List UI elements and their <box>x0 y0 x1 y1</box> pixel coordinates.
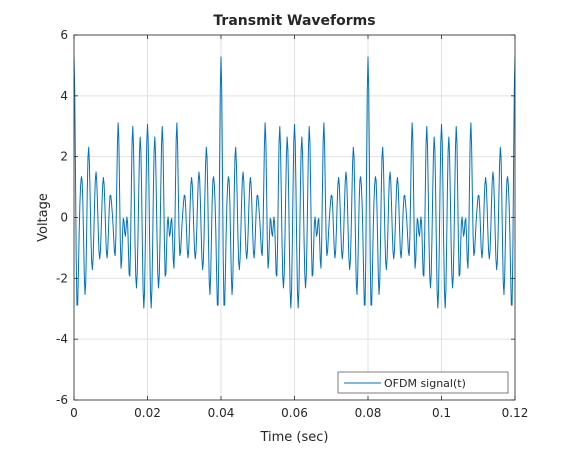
chart-title: Transmit Waveforms <box>213 13 375 29</box>
y-tick-label: 6 <box>60 28 68 42</box>
y-tick-label: 2 <box>60 150 68 164</box>
ticks: 0 0.02 0.04 0.06 0.08 0.1 0.12 -6 -4 -2 0 2 4 6 <box>56 28 528 420</box>
x-tick-label: 0.06 <box>281 406 308 420</box>
x-tick-label: 0 <box>70 406 78 420</box>
x-tick-label: 0.02 <box>134 406 161 420</box>
x-tick-label: 0.08 <box>355 406 382 420</box>
y-tick-label: -6 <box>56 393 68 407</box>
legend-label: OFDM signal(t) <box>384 377 466 390</box>
series-layer <box>74 56 515 309</box>
legend-box <box>337 371 509 394</box>
legend: OFDM signal(t) <box>337 371 509 394</box>
x-tick-label: 0.04 <box>208 406 235 420</box>
y-tick-label: -4 <box>56 332 68 346</box>
y-tick-label: 4 <box>60 89 68 103</box>
x-tick-label: 0.12 <box>502 406 529 420</box>
x-tick-label: 0.1 <box>432 406 451 420</box>
y-axis-label: Voltage <box>36 193 51 242</box>
x-axis-label: Time (sec) <box>259 430 328 445</box>
y-tick-label: -2 <box>56 271 68 285</box>
signal-line <box>74 56 515 309</box>
y-tick-label: 0 <box>60 211 68 225</box>
